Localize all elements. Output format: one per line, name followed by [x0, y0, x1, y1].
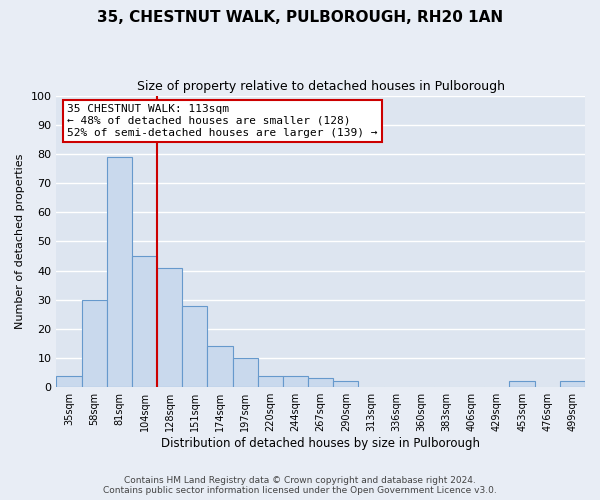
- Bar: [333, 382, 358, 387]
- Text: 35 CHESTNUT WALK: 113sqm
← 48% of detached houses are smaller (128)
52% of semi-: 35 CHESTNUT WALK: 113sqm ← 48% of detach…: [67, 104, 377, 138]
- Bar: [560, 382, 585, 387]
- Text: Contains HM Land Registry data © Crown copyright and database right 2024.
Contai: Contains HM Land Registry data © Crown c…: [103, 476, 497, 495]
- Title: Size of property relative to detached houses in Pulborough: Size of property relative to detached ho…: [137, 80, 505, 93]
- Bar: [132, 256, 157, 387]
- Bar: [56, 376, 82, 387]
- Bar: [208, 346, 233, 387]
- X-axis label: Distribution of detached houses by size in Pulborough: Distribution of detached houses by size …: [161, 437, 480, 450]
- Y-axis label: Number of detached properties: Number of detached properties: [15, 154, 25, 329]
- Bar: [107, 157, 132, 387]
- Text: 35, CHESTNUT WALK, PULBOROUGH, RH20 1AN: 35, CHESTNUT WALK, PULBOROUGH, RH20 1AN: [97, 10, 503, 25]
- Bar: [182, 306, 208, 387]
- Bar: [82, 300, 107, 387]
- Bar: [283, 376, 308, 387]
- Bar: [308, 378, 333, 387]
- Bar: [233, 358, 258, 387]
- Bar: [509, 382, 535, 387]
- Bar: [157, 268, 182, 387]
- Bar: [258, 376, 283, 387]
